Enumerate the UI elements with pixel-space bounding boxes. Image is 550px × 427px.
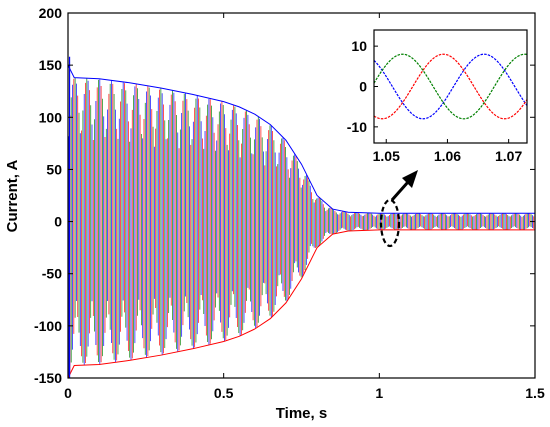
inset-y-tick-label: 10 bbox=[351, 38, 367, 54]
inset-y-tick-label: 0 bbox=[359, 79, 367, 95]
main-series-lines bbox=[68, 77, 536, 377]
y-tick-label: 200 bbox=[39, 5, 63, 21]
y-tick-label: 50 bbox=[46, 161, 62, 177]
y-tick-label: 0 bbox=[54, 214, 62, 230]
y-tick-label: 100 bbox=[39, 109, 63, 125]
y-axis-label: Current, A bbox=[4, 159, 21, 232]
inset-x-ticks: 1.05 1.06 1.07 bbox=[373, 139, 522, 164]
x-tick-label: 1 bbox=[375, 385, 383, 401]
lower-envelope-line bbox=[67, 229, 535, 379]
inset-phase-line bbox=[373, 53, 528, 120]
inset-x-tick-label: 1.06 bbox=[434, 148, 461, 164]
main-plot-frame bbox=[67, 12, 536, 379]
zoom-arrow-shaft bbox=[390, 181, 410, 201]
inset-phase-line bbox=[373, 53, 528, 120]
zoom-region-ellipse bbox=[379, 198, 401, 248]
x-axis-label: Time, s bbox=[276, 405, 327, 422]
x-tick-label: 1.5 bbox=[525, 385, 545, 401]
y-tick-label: -150 bbox=[34, 370, 62, 386]
inset-y-ticks: 10 0 -10 bbox=[347, 38, 378, 135]
x-tick-label: 0.5 bbox=[214, 385, 234, 401]
x-tick-label: 0 bbox=[64, 385, 72, 401]
inset-x-tick-label: 1.05 bbox=[373, 148, 400, 164]
inset-x-tick-label: 1.07 bbox=[495, 148, 522, 164]
inset-background bbox=[374, 30, 527, 143]
inset-phase-line bbox=[373, 53, 528, 120]
zoom-annotation bbox=[379, 170, 418, 248]
main-x-ticks: 0 0.5 1 1.5 bbox=[64, 13, 545, 401]
y-tick-label: -100 bbox=[34, 318, 62, 334]
inset-y-tick-label: -10 bbox=[347, 119, 367, 135]
inset-plot: 1.05 1.06 1.07 10 0 -10 bbox=[347, 29, 528, 164]
upper-envelope-line bbox=[67, 64, 535, 214]
y-tick-label: 150 bbox=[39, 57, 63, 73]
zoom-arrow-head bbox=[402, 170, 418, 188]
inset-series-lines bbox=[373, 53, 528, 120]
main-envelope-lines bbox=[67, 56, 535, 379]
y-tick-label: -50 bbox=[42, 266, 62, 282]
